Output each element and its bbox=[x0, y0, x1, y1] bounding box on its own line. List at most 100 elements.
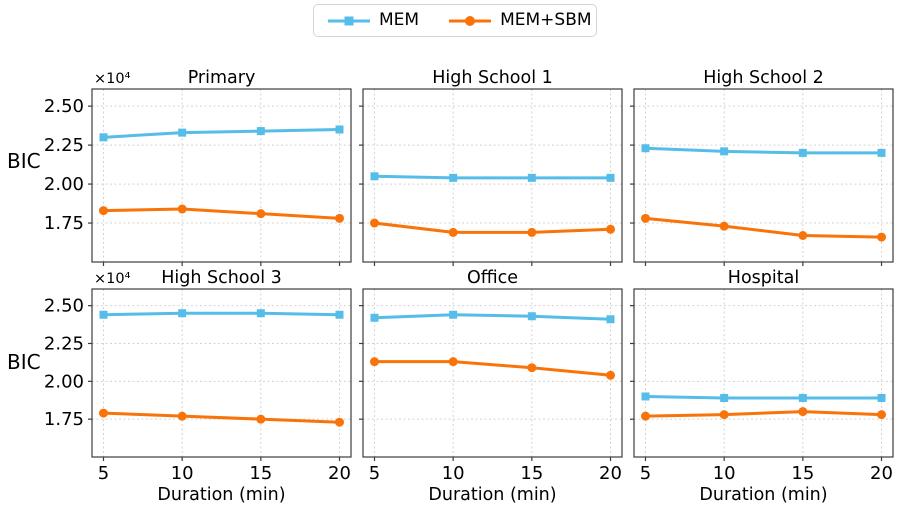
x-tick-label: 10 bbox=[171, 463, 194, 484]
mem-sbm-marker bbox=[527, 227, 537, 237]
mem-sbm-marker bbox=[719, 410, 729, 420]
legend-item-mem-sbm: MEM+SBM bbox=[448, 10, 592, 30]
y-tick-label: 2.50 bbox=[44, 96, 84, 117]
legend-label-mem-sbm: MEM+SBM bbox=[500, 10, 592, 30]
y-tick-label: 1.75 bbox=[44, 409, 84, 430]
mem-marker bbox=[99, 133, 108, 142]
mem-sbm-marker bbox=[98, 206, 108, 216]
x-tick-label: 15 bbox=[520, 463, 543, 484]
subplot-high-school-1: High School 1 bbox=[359, 68, 623, 266]
plot-border bbox=[633, 88, 894, 263]
mem-line-square-icon bbox=[328, 16, 370, 25]
mem-marker bbox=[335, 310, 344, 319]
mem-marker bbox=[720, 147, 729, 156]
subplot-title: High School 1 bbox=[432, 68, 553, 88]
mem-marker bbox=[720, 393, 729, 402]
legend-item-mem: MEM bbox=[327, 12, 419, 29]
legend: MEM MEM+SBM bbox=[313, 4, 597, 37]
mem-marker bbox=[877, 393, 886, 402]
mem-sbm-marker bbox=[177, 411, 187, 421]
plot-border bbox=[362, 288, 623, 458]
subplot-hospital: 5 10 15 20 Duration (min) Hospital bbox=[630, 268, 894, 505]
mem-marker bbox=[99, 310, 108, 319]
y-axis-label-row2: BIC bbox=[7, 350, 41, 374]
mem-sbm-marker bbox=[256, 209, 266, 219]
mem-series-line bbox=[643, 146, 884, 155]
mem-marker bbox=[370, 313, 379, 322]
x-axis-label: Duration (min) bbox=[157, 485, 285, 505]
x-tick-label: 15 bbox=[249, 463, 272, 484]
mem-marker bbox=[798, 148, 807, 157]
x-tick-label: 20 bbox=[599, 463, 622, 484]
mem-sbm-marker bbox=[640, 213, 650, 223]
mem-marker bbox=[877, 148, 886, 157]
mem-marker bbox=[527, 312, 536, 321]
mem-marker bbox=[641, 144, 650, 153]
mem-sbm-series-line bbox=[372, 221, 613, 234]
subplot-title: High School 2 bbox=[703, 68, 824, 88]
mem-sbm-marker bbox=[606, 370, 616, 380]
x-tick-label: 10 bbox=[442, 463, 465, 484]
y-tick-label: 2.00 bbox=[44, 174, 84, 195]
x-axis-label: Duration (min) bbox=[428, 485, 556, 505]
mem-sbm-marker bbox=[335, 213, 345, 223]
mem-series-line bbox=[372, 174, 613, 180]
plot-border bbox=[362, 88, 623, 263]
mem-marker bbox=[178, 309, 187, 318]
y-tick-label: 1.75 bbox=[44, 213, 84, 234]
mem-sbm-marker bbox=[98, 408, 108, 418]
mem-sbm-marker bbox=[606, 224, 616, 234]
x-tick-label: 10 bbox=[713, 463, 736, 484]
mem-sbm-marker bbox=[448, 357, 458, 367]
mem-marker bbox=[606, 173, 615, 182]
mem-marker bbox=[606, 315, 615, 324]
mem-sbm-marker bbox=[798, 407, 808, 417]
mem-sbm-marker bbox=[527, 363, 537, 373]
mem-sbm-marker bbox=[256, 414, 266, 424]
y-tick-label: 2.25 bbox=[44, 333, 84, 354]
mem-marker bbox=[256, 309, 265, 318]
subplot-high-school-2: High School 2 bbox=[630, 68, 894, 266]
mem-sbm-line-circle-icon bbox=[449, 15, 492, 26]
mem-marker bbox=[449, 310, 458, 319]
mem-sbm-series-line bbox=[643, 216, 884, 239]
x-tick-label: 5 bbox=[98, 463, 109, 484]
mem-series-line bbox=[101, 311, 342, 317]
mem-sbm-series-line bbox=[372, 360, 613, 377]
x-tick-label: 20 bbox=[328, 463, 351, 484]
mem-marker bbox=[370, 172, 379, 181]
mem-sbm-marker bbox=[335, 417, 345, 427]
x-tick-label: 5 bbox=[640, 463, 651, 484]
y-tick-label: 2.25 bbox=[44, 135, 84, 156]
subplot-title: Office bbox=[467, 268, 518, 288]
mem-series-line bbox=[643, 394, 884, 400]
mem-sbm-marker bbox=[369, 357, 379, 367]
plot-border bbox=[91, 288, 352, 458]
y-tick-label: 2.00 bbox=[44, 371, 84, 392]
mem-sbm-series-line bbox=[643, 410, 884, 418]
mem-sbm-marker bbox=[719, 221, 729, 231]
x-axis-label: Duration (min) bbox=[699, 485, 827, 505]
mem-sbm-marker bbox=[877, 232, 887, 242]
legend-label-mem: MEM bbox=[379, 10, 420, 30]
y-tick-label: 2.50 bbox=[44, 296, 84, 317]
mem-sbm-series-line bbox=[101, 207, 342, 220]
mem-marker bbox=[178, 128, 187, 137]
subplot-title: Primary bbox=[188, 68, 256, 88]
mem-sbm-series-line bbox=[101, 411, 342, 424]
mem-marker bbox=[256, 127, 265, 136]
plot-border bbox=[91, 88, 352, 263]
mem-sbm-marker bbox=[369, 218, 379, 228]
subplot-primary: 1.75 2.00 2.25 2.50 Primary ×10⁴ bbox=[44, 68, 352, 266]
subplot-high-school-3: 1.75 2.00 2.25 2.50 5 10 15 20 Duration (min) Hig… bbox=[44, 268, 352, 505]
mem-sbm-marker bbox=[798, 231, 808, 241]
y-axis-offset-label: ×10⁴ bbox=[94, 271, 131, 287]
y-axis-label-row1: BIC bbox=[7, 149, 41, 173]
mem-sbm-marker bbox=[177, 204, 187, 214]
mem-marker bbox=[798, 393, 807, 402]
mem-marker bbox=[641, 392, 650, 401]
mem-marker bbox=[527, 173, 536, 182]
x-tick-label: 5 bbox=[369, 463, 380, 484]
